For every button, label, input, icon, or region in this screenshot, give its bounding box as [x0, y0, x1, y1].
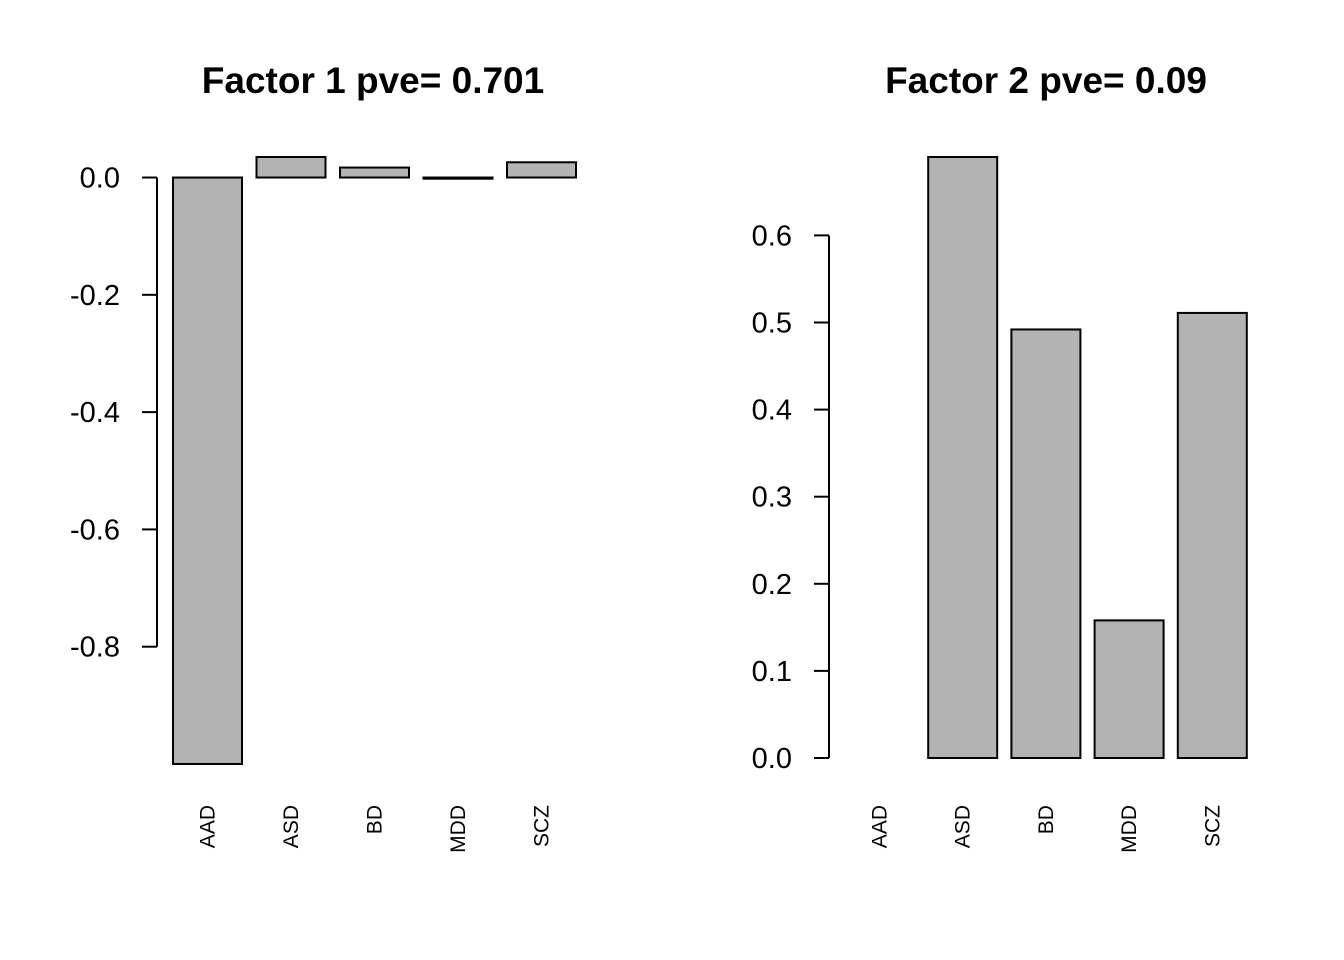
y-tick-label: -0.8	[70, 632, 120, 664]
x-tick-label: MDD	[447, 805, 470, 853]
x-tick-label: ASD	[952, 805, 975, 848]
chart-factor-1: Factor 1 pve= 0.701 0.0-0.2-0.4-0.6-0.8 …	[70, 60, 577, 853]
bar-asd	[927, 156, 999, 759]
y-tick-label: -0.2	[70, 280, 120, 312]
y-axis: 0.0 -0.2 -0.4 -0.6 -0.8	[70, 163, 158, 664]
chart-title: Factor 2 pve= 0.09	[885, 60, 1207, 101]
x-tick-label: SCZ	[1201, 805, 1224, 847]
x-tick-labels: AAD ASD BD MDD SCZ	[869, 805, 1225, 853]
bar-group	[172, 156, 577, 766]
x-tick-label: SCZ	[531, 805, 554, 847]
y-tick-label: 0.5	[752, 307, 792, 339]
bar-mdd	[422, 176, 494, 180]
bar-bd	[1010, 328, 1082, 759]
y-tick-label: 0.3	[752, 482, 792, 514]
x-tick-label: MDD	[1118, 805, 1141, 853]
y-tick-label: 0.2	[752, 569, 792, 601]
x-tick-labels: AAD ASD BD MDD SCZ	[197, 805, 554, 853]
chart-title: Factor 1 pve= 0.701	[202, 60, 544, 101]
bar-scz	[506, 161, 577, 179]
chart-factor-2: Factor 2 pve= 0.09 0.0 0.1 0.2 0.3 0.4 0.5 0.6…	[752, 60, 1248, 853]
bar-group	[927, 156, 1248, 759]
bar-aad	[172, 176, 243, 766]
bar-mdd	[1093, 619, 1165, 759]
x-tick-label: BD	[364, 805, 387, 834]
bar-asd	[255, 156, 327, 179]
x-tick-label: AAD	[869, 805, 892, 848]
bar-scz	[1176, 311, 1248, 759]
bar-bd	[339, 166, 410, 179]
y-tick-label: -0.6	[70, 514, 120, 546]
y-tick-label: 0.6	[752, 220, 792, 252]
x-tick-label: BD	[1035, 805, 1058, 834]
y-axis: 0.0 0.1 0.2 0.3 0.4 0.5 0.6	[752, 220, 830, 775]
y-tick-label: 0.4	[752, 395, 792, 427]
y-tick-label: 0.1	[752, 656, 792, 688]
x-tick-label: AAD	[197, 805, 220, 848]
y-tick-label: -0.4	[70, 397, 120, 429]
y-tick-label: 0.0	[752, 743, 792, 775]
x-tick-label: ASD	[280, 805, 303, 848]
y-tick-label: 0.0	[80, 163, 120, 195]
